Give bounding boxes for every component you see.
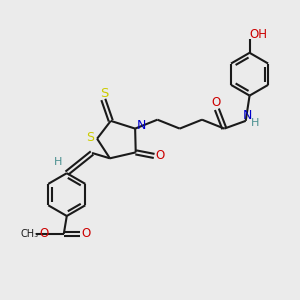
Text: CH₃: CH₃ xyxy=(21,229,39,239)
Text: N: N xyxy=(242,109,252,122)
Text: H: H xyxy=(250,118,259,128)
Text: N: N xyxy=(136,119,146,132)
Text: OH: OH xyxy=(249,28,267,41)
Text: O: O xyxy=(39,227,48,240)
Text: S: S xyxy=(87,131,94,144)
Text: S: S xyxy=(100,87,108,100)
Text: O: O xyxy=(81,227,90,240)
Text: H: H xyxy=(54,157,63,166)
Text: O: O xyxy=(155,149,165,162)
Text: O: O xyxy=(211,96,220,109)
